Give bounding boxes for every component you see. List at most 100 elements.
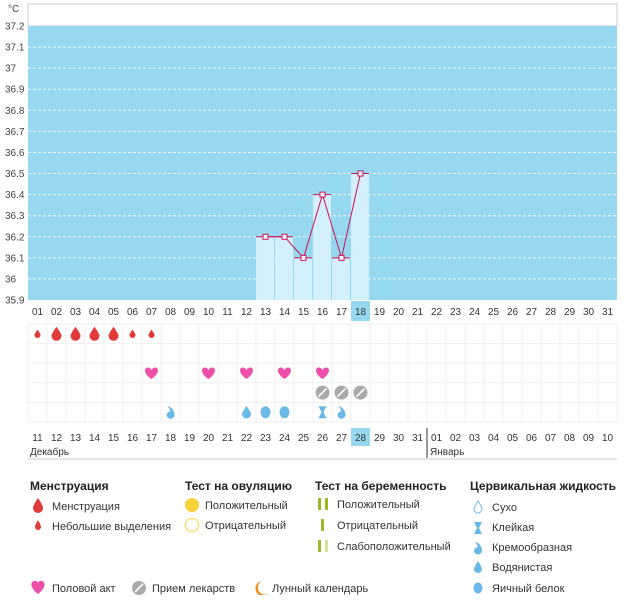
y-tick-label: 36.9 (5, 85, 25, 96)
calendar-date-label: 24 (279, 433, 291, 444)
heart-marker (202, 367, 215, 379)
heart-icon (31, 580, 45, 594)
sticky-marker (318, 406, 327, 419)
dry-icon (473, 500, 483, 514)
creamy-marker (337, 406, 346, 419)
y-tick-label: 36.5 (5, 169, 25, 180)
cycle-day-label: 29 (564, 307, 576, 318)
cycle-day-label: 01 (32, 307, 44, 318)
calendar-date-label: 14 (89, 433, 101, 444)
y-tick-label: 36.1 (5, 253, 25, 264)
calendar-date-label: 15 (108, 433, 120, 444)
y-tick-label: 36 (5, 274, 17, 285)
legend-pregnancy-title: Тест на беременность (315, 479, 446, 493)
legend-bottom-row: Половой акт Прием лекарств Лунный календ… (31, 580, 369, 596)
calendar-date-label: 17 (146, 433, 158, 444)
cycle-day-label: 15 (298, 307, 310, 318)
menstruation-drop (89, 326, 100, 341)
calendar-date-label: 06 (526, 433, 538, 444)
calendar-date-label: 05 (507, 433, 519, 444)
calendar-date-label: 20 (203, 433, 215, 444)
marker-symbols (34, 326, 368, 419)
drop-small-icon (35, 520, 41, 530)
menstruation-drop (70, 326, 81, 341)
cycle-day-label: 17 (336, 307, 348, 318)
cycle-day-label: 21 (412, 307, 424, 318)
legend-menstruation-title: Менструация (30, 479, 109, 493)
y-axis-unit: °C (8, 4, 19, 15)
negative-test-icon (185, 518, 199, 532)
temperature-bar (294, 257, 312, 300)
legend-spotting-label: Небольшие выделения (52, 521, 171, 533)
y-tick-label: 36.2 (5, 232, 25, 243)
watery-marker (242, 405, 251, 419)
creamy-marker (166, 406, 175, 419)
cycle-day-label: 03 (70, 307, 82, 318)
cycle-day-label: 06 (127, 307, 139, 318)
y-tick-label: 36.4 (5, 190, 25, 201)
calendar-date-label: 28 (355, 433, 367, 444)
temperature-bar (332, 257, 350, 300)
calendar-date-label: 02 (450, 433, 462, 444)
temperature-bars (256, 173, 369, 300)
temperature-point (300, 254, 307, 261)
pill-marker-stroke (317, 388, 328, 398)
calendar-date-label: 13 (70, 433, 82, 444)
cycle-day-label: 11 (222, 307, 233, 318)
legend-cervical-title: Цервикальная жидкость (470, 479, 616, 493)
y-tick-label: 37.2 (5, 22, 25, 33)
y-tick-label: 36.7 (5, 127, 25, 138)
cycle-day-label: 20 (393, 307, 405, 318)
cycle-day-label: 04 (89, 307, 101, 318)
cycle-day-label: 08 (165, 307, 177, 318)
pill-icon-stroke (134, 583, 144, 593)
marker-grid (27, 323, 618, 423)
pill-marker-stroke (355, 388, 366, 398)
calendar-date-label: 25 (298, 433, 310, 444)
y-tick-label: 36.3 (5, 211, 25, 222)
current-day-highlight (351, 301, 370, 321)
spotting-drop (34, 329, 41, 338)
y-tick-label: 36.6 (5, 148, 25, 159)
y-tick-label: 37 (5, 64, 17, 75)
y-tick-label: 36.8 (5, 106, 25, 117)
two-lines-icon (318, 498, 321, 510)
heart-marker (240, 367, 253, 379)
calendar-date-label: 30 (393, 433, 405, 444)
temperature-point (281, 233, 288, 240)
legend-cervical-eggwhite: Яичный белок (492, 583, 565, 595)
cycle-day-label: 12 (241, 307, 253, 318)
cycle-day-label: 23 (450, 307, 462, 318)
y-tick-label: 37.1 (5, 43, 25, 54)
cycle-day-label: 19 (374, 307, 386, 318)
menstruation-drop (51, 326, 62, 341)
moon-icon (255, 581, 268, 596)
faint-lines-icon (318, 540, 321, 552)
temperature-bar (256, 236, 274, 300)
cycle-day-label: 13 (260, 307, 272, 318)
spotting-drop (148, 329, 155, 338)
menstruation-drop (108, 326, 119, 341)
calendar-date-label: 11 (32, 433, 43, 444)
calendar-date-label: 16 (127, 433, 139, 444)
calendar-date-label: 07 (545, 433, 557, 444)
temperature-point (338, 254, 345, 261)
calendar-date-label: 21 (222, 433, 234, 444)
calendar-date-label: 19 (184, 433, 196, 444)
calendar-date-label: 01 (431, 433, 443, 444)
calendar-date-label: 23 (260, 433, 272, 444)
cycle-day-label: 07 (146, 307, 158, 318)
cycle-day-label: 10 (203, 307, 215, 318)
legend-lunar: Лунный календарь (272, 583, 369, 595)
cycle-day-label: 30 (583, 307, 595, 318)
one-line-icon (321, 519, 324, 531)
legend-cervical-sticky: Клейкая (492, 522, 534, 534)
cycle-day-row: 01 02 03 04 05 06 07 08 09 10 11 12 13 14 15 16 17 18 19 20… (32, 301, 613, 321)
temperature-bar (313, 194, 331, 300)
positive-test-icon (185, 498, 199, 512)
calendar-date-label: 10 (602, 433, 614, 444)
cycle-day-label: 18 (355, 307, 367, 318)
sticky-icon (474, 522, 482, 534)
today-highlight (351, 428, 370, 446)
